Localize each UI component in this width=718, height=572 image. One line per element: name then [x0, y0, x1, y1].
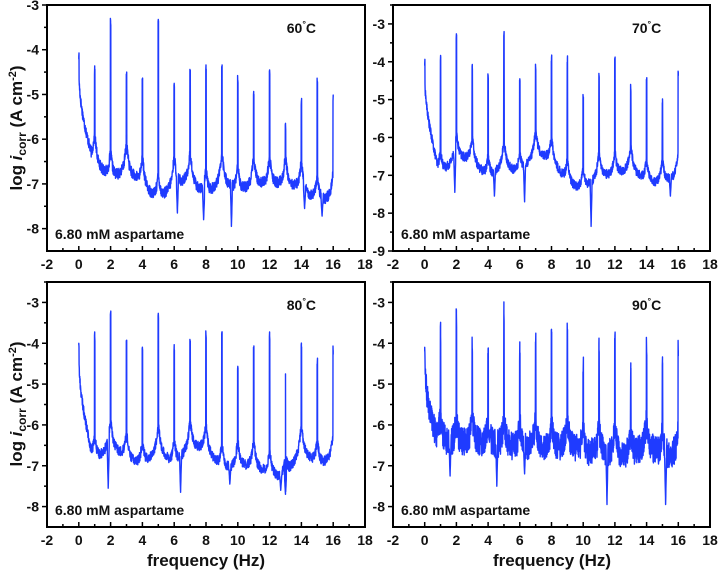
x-tick-label: 10: [230, 532, 246, 548]
x-tick-label: 12: [262, 256, 278, 272]
y-tick-label: -5: [373, 92, 386, 108]
y-tick-label: -8: [27, 499, 40, 515]
x-tick-label: 18: [357, 532, 373, 548]
x-axis-title-left: frequency (Hz): [147, 551, 265, 570]
y-tick-label: -9: [373, 243, 386, 259]
y-tick-label: -5: [27, 86, 40, 102]
x-tick-label: 0: [75, 532, 83, 548]
x-tick-label: 2: [107, 256, 115, 272]
y-tick-label: -7: [27, 458, 40, 474]
y-tick-label: -3: [373, 16, 386, 32]
x-tick-label: 2: [107, 532, 115, 548]
data-series-line: [78, 310, 334, 495]
x-tick-label: 4: [484, 256, 492, 272]
x-tick-label: 12: [607, 256, 623, 272]
panel-70c: -2 0 2 4 6 8 10 12 14 16 18 -3 -4 -5 -6 -7 -8 -9 70°C 6.80 …: [373, 4, 718, 272]
x-tick-label: 16: [325, 532, 341, 548]
temperature-label: 70°C: [632, 19, 661, 36]
y-tick-label: -3: [373, 294, 386, 310]
x-tick-label: 16: [671, 256, 687, 272]
x-tick-label: 0: [75, 256, 83, 272]
x-tick-label: 4: [139, 256, 147, 272]
x-tick-label: 14: [294, 256, 310, 272]
x-tick-label: 18: [702, 256, 718, 272]
x-tick-label: 16: [325, 256, 341, 272]
panel-90c: -2 0 2 4 6 8 10 12 14 16 18 -3 -4 -5 -6 -7 -8 90°C 6.80 mM…: [373, 281, 718, 548]
y-axis-title-bottom: log icorr (A cm-2): [7, 341, 29, 466]
temperature-label: 80°C: [287, 296, 316, 313]
x-tick-label: 0: [421, 532, 429, 548]
x-tick-label: 8: [548, 256, 556, 272]
x-tick-label: 18: [357, 256, 373, 272]
x-tick-label: 0: [421, 256, 429, 272]
y-tick-label: -6: [373, 417, 386, 433]
y-tick-label: -8: [373, 499, 386, 515]
x-tick-label: -2: [387, 256, 400, 272]
panel-60c: -2 0 2 4 6 8 10 12 14 16 18 -3 -4 -5 -6 -7 -8 60°C 6.80 mM…: [27, 0, 373, 272]
x-tick-label: 10: [575, 256, 591, 272]
x-tick-label: 16: [671, 532, 687, 548]
x-tick-label: 18: [702, 532, 718, 548]
x-tick-label: 8: [202, 256, 210, 272]
x-axis-title-right: frequency (Hz): [493, 551, 611, 570]
x-tick-label: 12: [607, 532, 623, 548]
y-tick-label: -4: [373, 335, 386, 351]
temperature-label: 90°C: [632, 296, 661, 313]
x-tick-label: 6: [170, 532, 178, 548]
y-tick-label: -6: [27, 417, 40, 433]
x-tick-label: -2: [41, 256, 54, 272]
x-tick-label: 10: [230, 256, 246, 272]
y-axis-title-top: log icorr (A cm-2): [7, 65, 29, 190]
data-series-line: [424, 30, 679, 228]
x-tick-label: 8: [548, 532, 556, 548]
y-tick-label: -6: [27, 131, 40, 147]
y-tick-label: -7: [373, 167, 386, 183]
y-tick-label: -4: [27, 42, 40, 58]
x-tick-label: -2: [387, 532, 400, 548]
x-tick-label: 10: [575, 532, 591, 548]
y-tick-label: -3: [27, 294, 40, 310]
x-tick-label: 6: [516, 256, 524, 272]
x-tick-label: 12: [262, 532, 278, 548]
x-tick-label: 4: [484, 532, 492, 548]
data-series-line: [424, 301, 679, 506]
y-tick-label: -8: [27, 221, 40, 237]
x-tick-label: 4: [139, 532, 147, 548]
y-tick-label: -3: [27, 0, 40, 13]
y-tick-label: -6: [373, 129, 386, 145]
x-tick-label: -2: [41, 532, 54, 548]
x-tick-label: 14: [294, 532, 310, 548]
y-tick-label: -7: [373, 458, 386, 474]
concentration-annotation: 6.80 mM aspartame: [55, 502, 184, 518]
x-tick-label: 14: [639, 256, 655, 272]
concentration-annotation: 6.80 mM aspartame: [401, 502, 530, 518]
x-tick-label: 6: [516, 532, 524, 548]
y-tick-label: -4: [373, 54, 386, 70]
y-tick-label: -8: [373, 205, 386, 221]
y-tick-label: -7: [27, 176, 40, 192]
concentration-annotation: 6.80 mM aspartame: [401, 226, 530, 242]
x-tick-label: 14: [639, 532, 655, 548]
y-tick-label: -5: [27, 376, 40, 392]
x-tick-label: 8: [202, 532, 210, 548]
y-tick-label: -4: [27, 335, 40, 351]
data-series-line: [78, 17, 334, 228]
x-tick-label: 2: [453, 532, 461, 548]
concentration-annotation: 6.80 mM aspartame: [55, 226, 184, 242]
panel-80c: -2 0 2 4 6 8 10 12 14 16 18 -3 -4 -5 -6 -7 -8 80°C 6.80 mM…: [27, 281, 373, 548]
y-tick-label: -5: [373, 376, 386, 392]
x-tick-label: 6: [170, 256, 178, 272]
x-tick-label: 2: [453, 256, 461, 272]
temperature-label: 60°C: [287, 19, 316, 36]
